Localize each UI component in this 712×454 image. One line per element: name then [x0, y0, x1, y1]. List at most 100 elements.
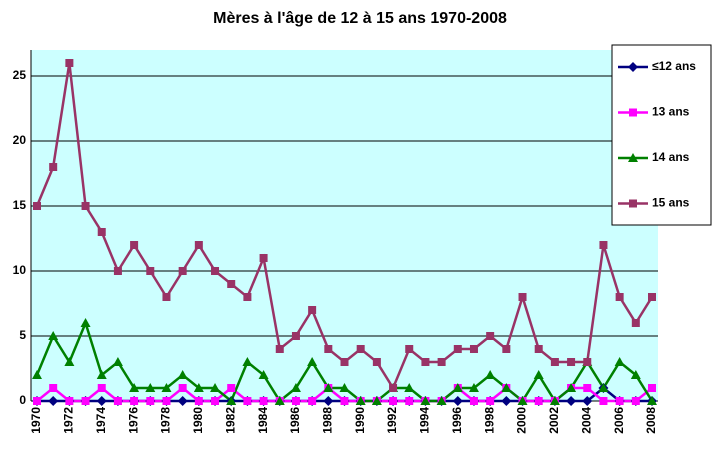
marker: [501, 396, 512, 406]
marker: [226, 396, 237, 405]
x-tick-label: 1978: [159, 407, 173, 434]
marker: [355, 396, 366, 405]
marker: [323, 383, 334, 392]
marker: [372, 358, 381, 366]
marker: [177, 396, 188, 406]
marker: [290, 383, 301, 392]
marker: [437, 358, 446, 366]
marker: [631, 397, 640, 405]
x-tick-label: 1980: [191, 407, 205, 434]
marker: [162, 293, 171, 301]
x-tick-label: 2002: [547, 407, 561, 434]
x-tick-label: 1982: [223, 407, 237, 434]
x-tick-label: 1976: [126, 407, 140, 434]
marker: [629, 199, 637, 208]
x-tick-label: 1974: [94, 407, 108, 434]
marker: [97, 228, 106, 236]
marker: [452, 383, 463, 392]
marker: [274, 396, 285, 405]
marker: [453, 345, 462, 353]
marker: [81, 202, 90, 210]
marker: [648, 384, 656, 392]
legend-label: 14 ans: [652, 150, 690, 164]
marker: [517, 396, 528, 405]
x-tick-label: 1970: [29, 407, 43, 434]
marker: [211, 397, 220, 405]
marker: [628, 153, 638, 162]
marker: [80, 318, 91, 327]
legend-label: 15 ans: [652, 196, 690, 210]
marker: [49, 384, 58, 392]
marker: [583, 384, 592, 392]
x-tick-label: 1992: [385, 407, 399, 434]
x-tick-label: 2008: [644, 407, 658, 434]
marker: [485, 370, 496, 379]
marker: [259, 254, 268, 262]
marker: [210, 383, 221, 392]
marker: [567, 358, 576, 366]
marker: [49, 163, 58, 171]
marker: [129, 383, 140, 392]
marker: [421, 358, 430, 366]
marker: [130, 241, 139, 249]
marker: [33, 397, 41, 405]
marker: [615, 293, 624, 301]
x-tick-label: 1998: [482, 407, 496, 434]
y-tick-label: 0: [19, 393, 26, 407]
marker: [371, 396, 382, 405]
marker: [468, 383, 479, 392]
marker: [389, 397, 398, 405]
marker: [405, 345, 414, 353]
plot-area: [31, 50, 658, 401]
marker: [501, 383, 512, 392]
marker: [614, 357, 625, 366]
marker: [628, 62, 638, 72]
y-tick-label: 20: [13, 133, 27, 147]
marker: [161, 383, 172, 392]
marker: [113, 397, 122, 405]
marker: [599, 397, 608, 405]
marker: [630, 370, 641, 379]
marker: [242, 357, 253, 366]
marker: [452, 396, 463, 406]
marker: [275, 345, 284, 353]
marker: [193, 383, 204, 392]
marker: [211, 267, 220, 275]
marker: [436, 396, 447, 405]
marker: [194, 397, 203, 405]
marker: [177, 370, 188, 379]
x-tick-label: 1990: [353, 407, 367, 434]
marker: [162, 397, 171, 405]
x-tick-label: 2004: [579, 407, 593, 434]
marker: [258, 370, 269, 379]
marker: [243, 397, 252, 405]
marker: [178, 384, 187, 392]
marker: [308, 306, 317, 314]
marker: [534, 397, 543, 405]
marker: [389, 384, 398, 392]
marker: [356, 345, 365, 353]
marker: [113, 267, 122, 275]
x-tick-label: 1996: [450, 407, 464, 434]
marker: [420, 396, 431, 405]
marker: [550, 358, 559, 366]
marker: [598, 383, 609, 392]
y-tick-label: 10: [13, 263, 27, 277]
marker: [194, 241, 203, 249]
marker: [259, 397, 268, 405]
marker: [469, 345, 478, 353]
marker: [566, 383, 577, 392]
y-tick-label: 5: [19, 328, 26, 342]
x-tick-label: 1984: [256, 407, 270, 434]
marker: [33, 202, 41, 210]
marker: [340, 358, 349, 366]
marker: [583, 358, 592, 366]
legend-label: ≤12 ans: [652, 59, 696, 73]
y-tick-label: 15: [13, 198, 27, 212]
marker: [146, 267, 155, 275]
marker: [64, 357, 75, 366]
marker: [97, 384, 106, 392]
marker: [146, 397, 155, 405]
